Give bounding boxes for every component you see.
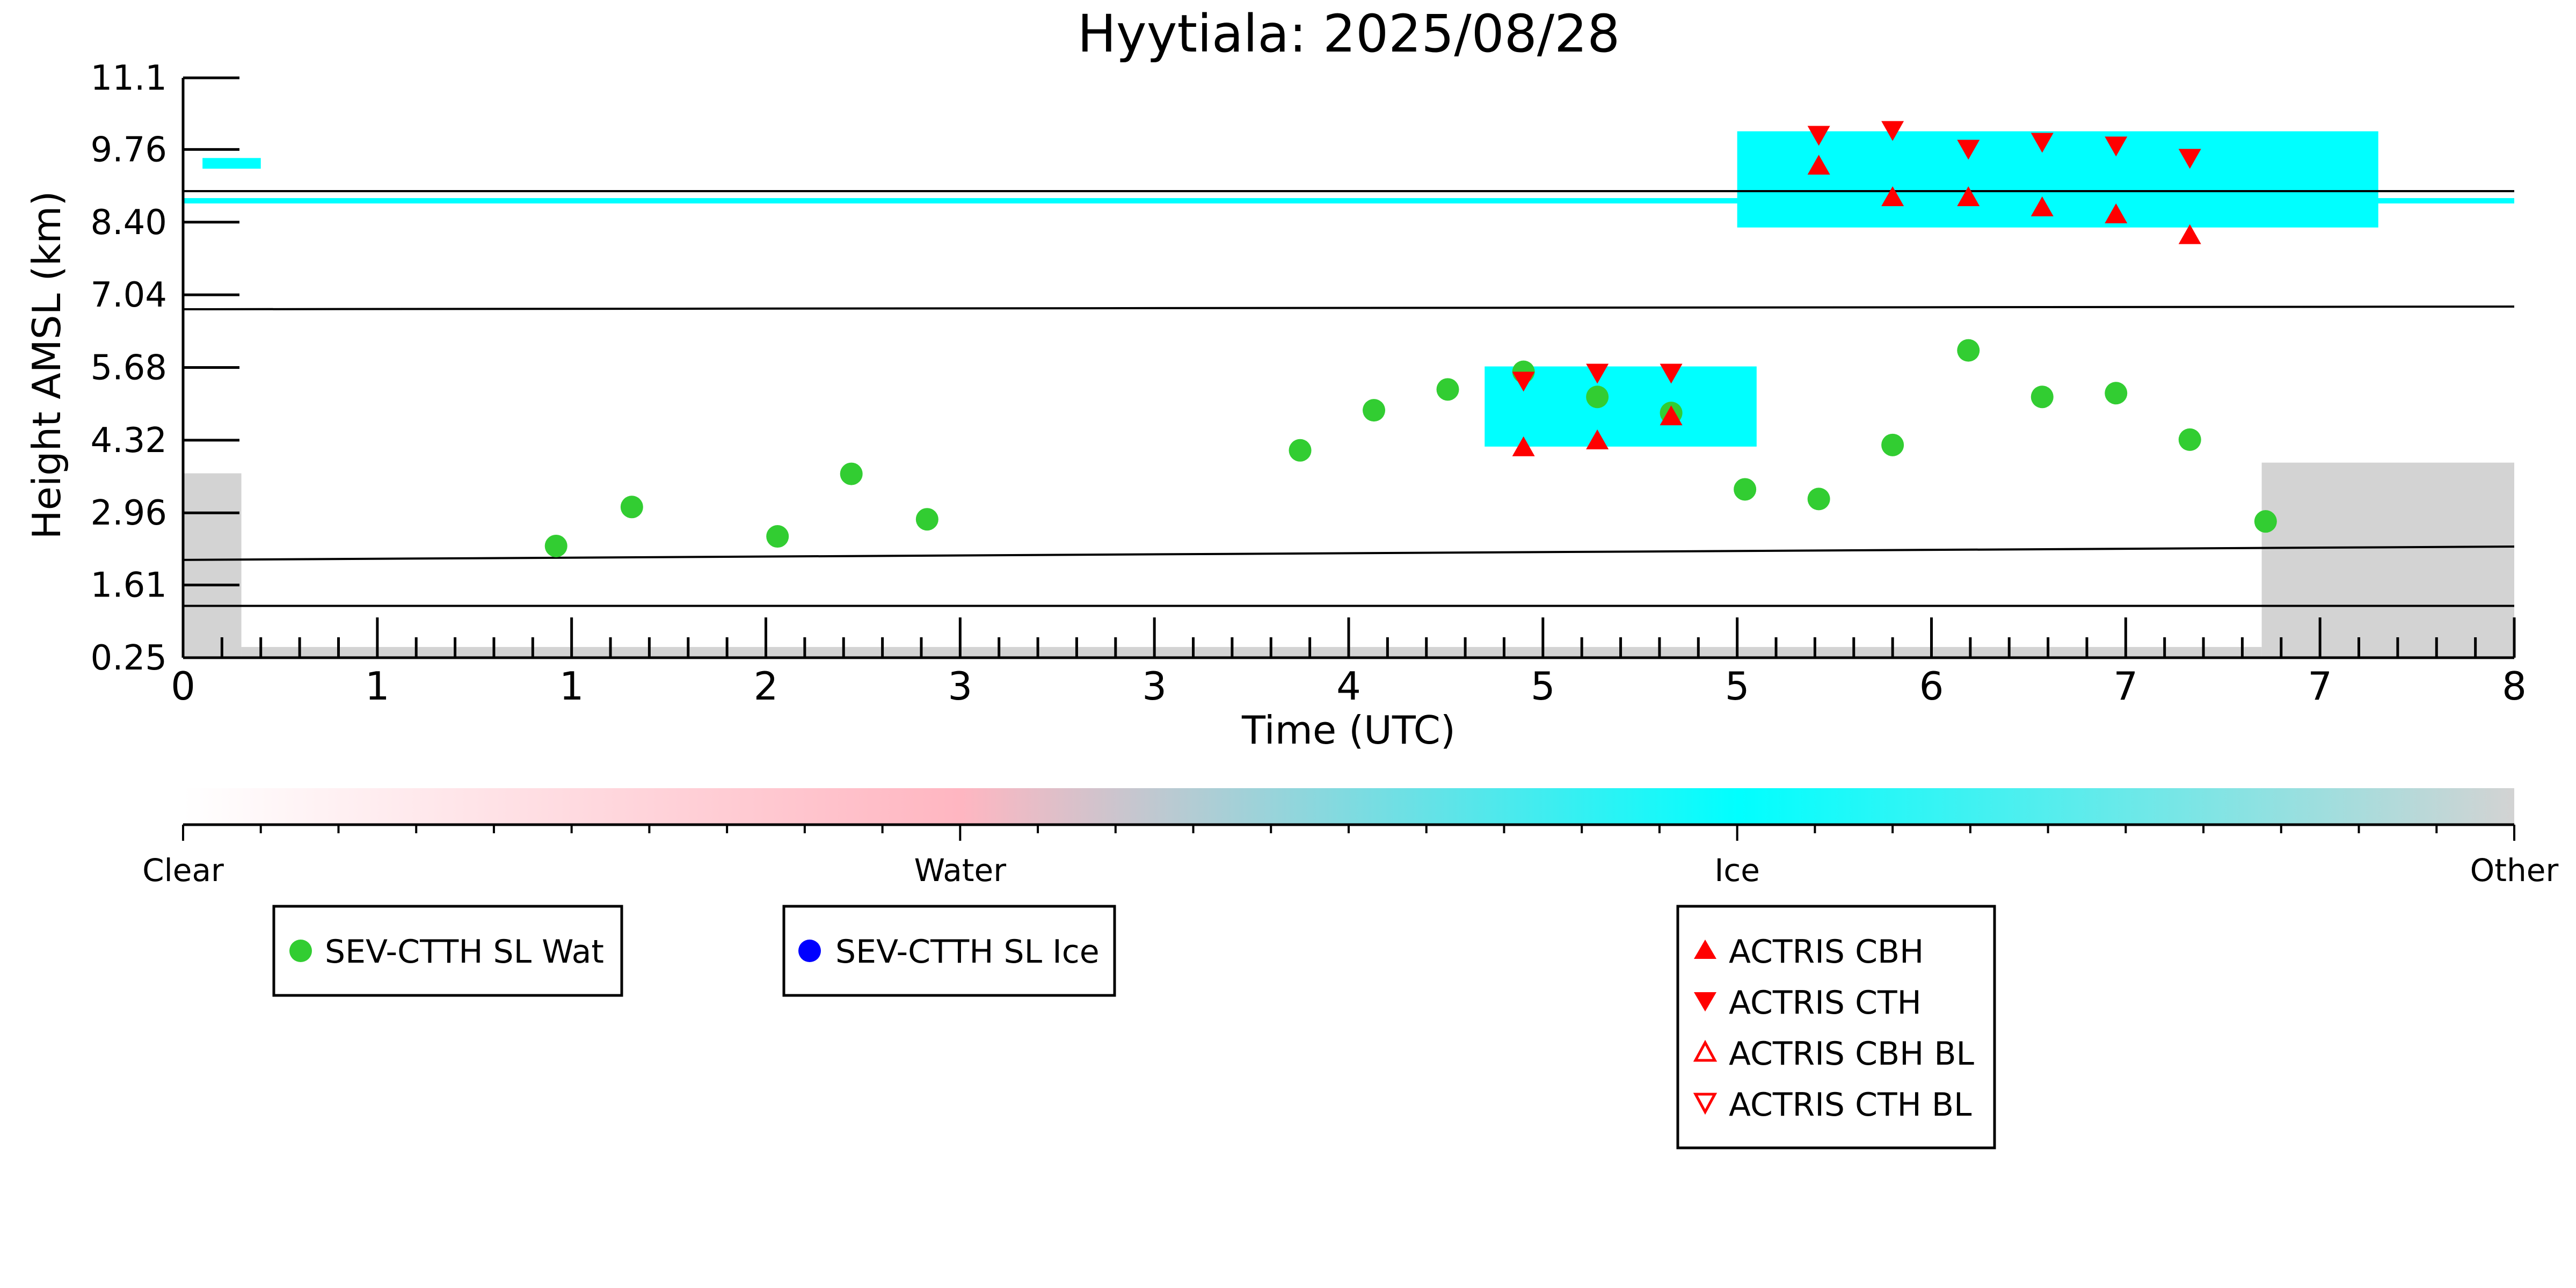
- x-tick-label-2: 1: [559, 664, 584, 709]
- colorbar-label-water: Water: [914, 852, 1007, 889]
- legend-cth-marker: [1694, 992, 1716, 1012]
- legend-cbh-bl-marker: [1693, 1039, 1718, 1062]
- series-0-point-17: [2178, 428, 2201, 451]
- region-other-6: [241, 647, 2262, 658]
- series-2-point-2: [1660, 405, 1683, 426]
- legend-ice-marker: [798, 940, 821, 962]
- x-tick-label-7: 5: [1531, 664, 1555, 709]
- series-0-point-4: [915, 508, 938, 531]
- legend-cbh-marker: [1694, 940, 1716, 959]
- series-2-point-4: [1881, 186, 1904, 206]
- series-3-point-4: [1881, 121, 1904, 141]
- data-marks: [544, 121, 2277, 557]
- y-tick-label-4: 5.68: [91, 348, 168, 388]
- x-tick-label-11: 7: [2308, 664, 2332, 709]
- reference-lines: [183, 190, 2515, 607]
- y-tick-label-8: 11.1: [91, 59, 168, 98]
- legend-cbh-bl-label: ACTRIS CBH BL: [1729, 1035, 1974, 1073]
- series-0-point-12: [1807, 487, 1830, 511]
- x-tick-label-9: 6: [1919, 664, 1944, 709]
- reference-line-2: [183, 305, 2515, 311]
- x-tick-label-8: 5: [1725, 664, 1750, 709]
- y-axis-label: Height AMSL (km): [24, 191, 69, 540]
- series-0-point-2: [766, 525, 789, 548]
- region-ice-3: [183, 198, 2514, 203]
- legend-cth-bl-marker: [1693, 1093, 1718, 1115]
- chart-title: Hyytiala: 2025/08/28: [1078, 4, 1620, 64]
- y-tick-label-7: 9.76: [91, 130, 168, 170]
- legend-ice-frame: [782, 905, 1116, 997]
- legend-ice: SEV-CTTH SL Ice: [782, 905, 1116, 997]
- series-0-point-5: [1289, 439, 1312, 462]
- legend-water: SEV-CTTH SL Wat: [272, 905, 623, 997]
- x-tick-label-6: 4: [1336, 664, 1361, 709]
- series-3-point-2: [1660, 363, 1683, 384]
- colorbar-label-other: Other: [2470, 852, 2559, 889]
- series-2-point-3: [1807, 155, 1830, 175]
- series-0-point-15: [2031, 385, 2054, 409]
- x-tick-label-3: 2: [754, 664, 778, 709]
- colorbar-label-clear: Clear: [142, 852, 224, 889]
- legend-water-marker: [289, 940, 312, 962]
- legend-actris: ACTRIS CBH ACTRIS CTH ACTRIS CBH BL ACTR…: [1676, 905, 1996, 1149]
- series-0-point-11: [1734, 478, 1757, 501]
- classification-regions: [183, 131, 2514, 658]
- legend-water-frame: [272, 905, 623, 997]
- series-0-point-18: [2254, 510, 2277, 533]
- region-ice-0: [1737, 131, 2378, 228]
- region-ice-2: [202, 158, 261, 169]
- series-3-point-3: [1807, 126, 1830, 146]
- y-tick-label-6: 8.40: [91, 203, 168, 243]
- series-0-point-0: [544, 534, 567, 557]
- series-0-point-7: [1436, 378, 1459, 401]
- series-0-point-13: [1881, 433, 1904, 456]
- y-tick-label-3: 4.32: [91, 421, 168, 461]
- series-2-point-6: [2031, 196, 2054, 216]
- series-2-point-0: [1512, 436, 1535, 456]
- x-axis-label: Time (UTC): [1241, 708, 1456, 753]
- x-tick-label-5: 3: [1142, 664, 1167, 709]
- series-2-point-7: [2105, 203, 2128, 223]
- legend-cth-label: ACTRIS CTH: [1729, 984, 1922, 1022]
- series-3-point-8: [2178, 149, 2201, 169]
- colorbar: [183, 788, 2514, 825]
- series-0-point-14: [1957, 339, 1980, 362]
- legend-cbh-label: ACTRIS CBH: [1729, 933, 1924, 971]
- reference-line-1: [183, 545, 2515, 561]
- series-2-point-5: [1957, 186, 1980, 206]
- x-tick-label-10: 7: [2113, 664, 2138, 709]
- series-3-point-5: [1957, 140, 1980, 160]
- series-0-point-9: [1586, 385, 1609, 409]
- colorbar-axis: Clear Water Ice Other: [142, 823, 2559, 889]
- x-tick-label-0: 0: [171, 664, 195, 709]
- series-3-point-1: [1586, 363, 1609, 384]
- series-0-point-1: [620, 496, 643, 519]
- legend-actris-frame: [1676, 905, 1996, 1149]
- legend-water-label: SEV-CTTH SL Wat: [325, 933, 604, 971]
- series-3-point-6: [2031, 133, 2054, 153]
- y-tick-label-1: 1.61: [91, 566, 168, 606]
- series-0-point-6: [1363, 399, 1386, 422]
- legend-ice-label: SEV-CTTH SL Ice: [835, 933, 1100, 971]
- series-2-point-8: [2178, 224, 2201, 244]
- y-tick-label-2: 2.96: [91, 493, 168, 533]
- series-3-point-0: [1512, 372, 1535, 392]
- x-tick-label-4: 3: [948, 664, 972, 709]
- region-other-5: [2261, 462, 2514, 658]
- series-0-point-3: [840, 462, 863, 485]
- region-other-4: [183, 473, 242, 658]
- series-0-point-16: [2105, 382, 2128, 405]
- axes: 0.25 1.61 2.96 4.32 5.68 7.04 8.40 9.76 11.1 0 1 1 2…: [91, 59, 2527, 709]
- series-2-point-1: [1586, 429, 1609, 449]
- y-tick-label-5: 7.04: [91, 275, 168, 315]
- y-tick-label-0: 0.25: [91, 638, 168, 678]
- colorbar-label-ice: Ice: [1714, 852, 1760, 889]
- series-3-point-7: [2105, 136, 2128, 157]
- x-tick-label-1: 1: [365, 664, 390, 709]
- x-tick-label-12: 8: [2502, 664, 2527, 709]
- legend-cth-bl-label: ACTRIS CTH BL: [1729, 1086, 1972, 1124]
